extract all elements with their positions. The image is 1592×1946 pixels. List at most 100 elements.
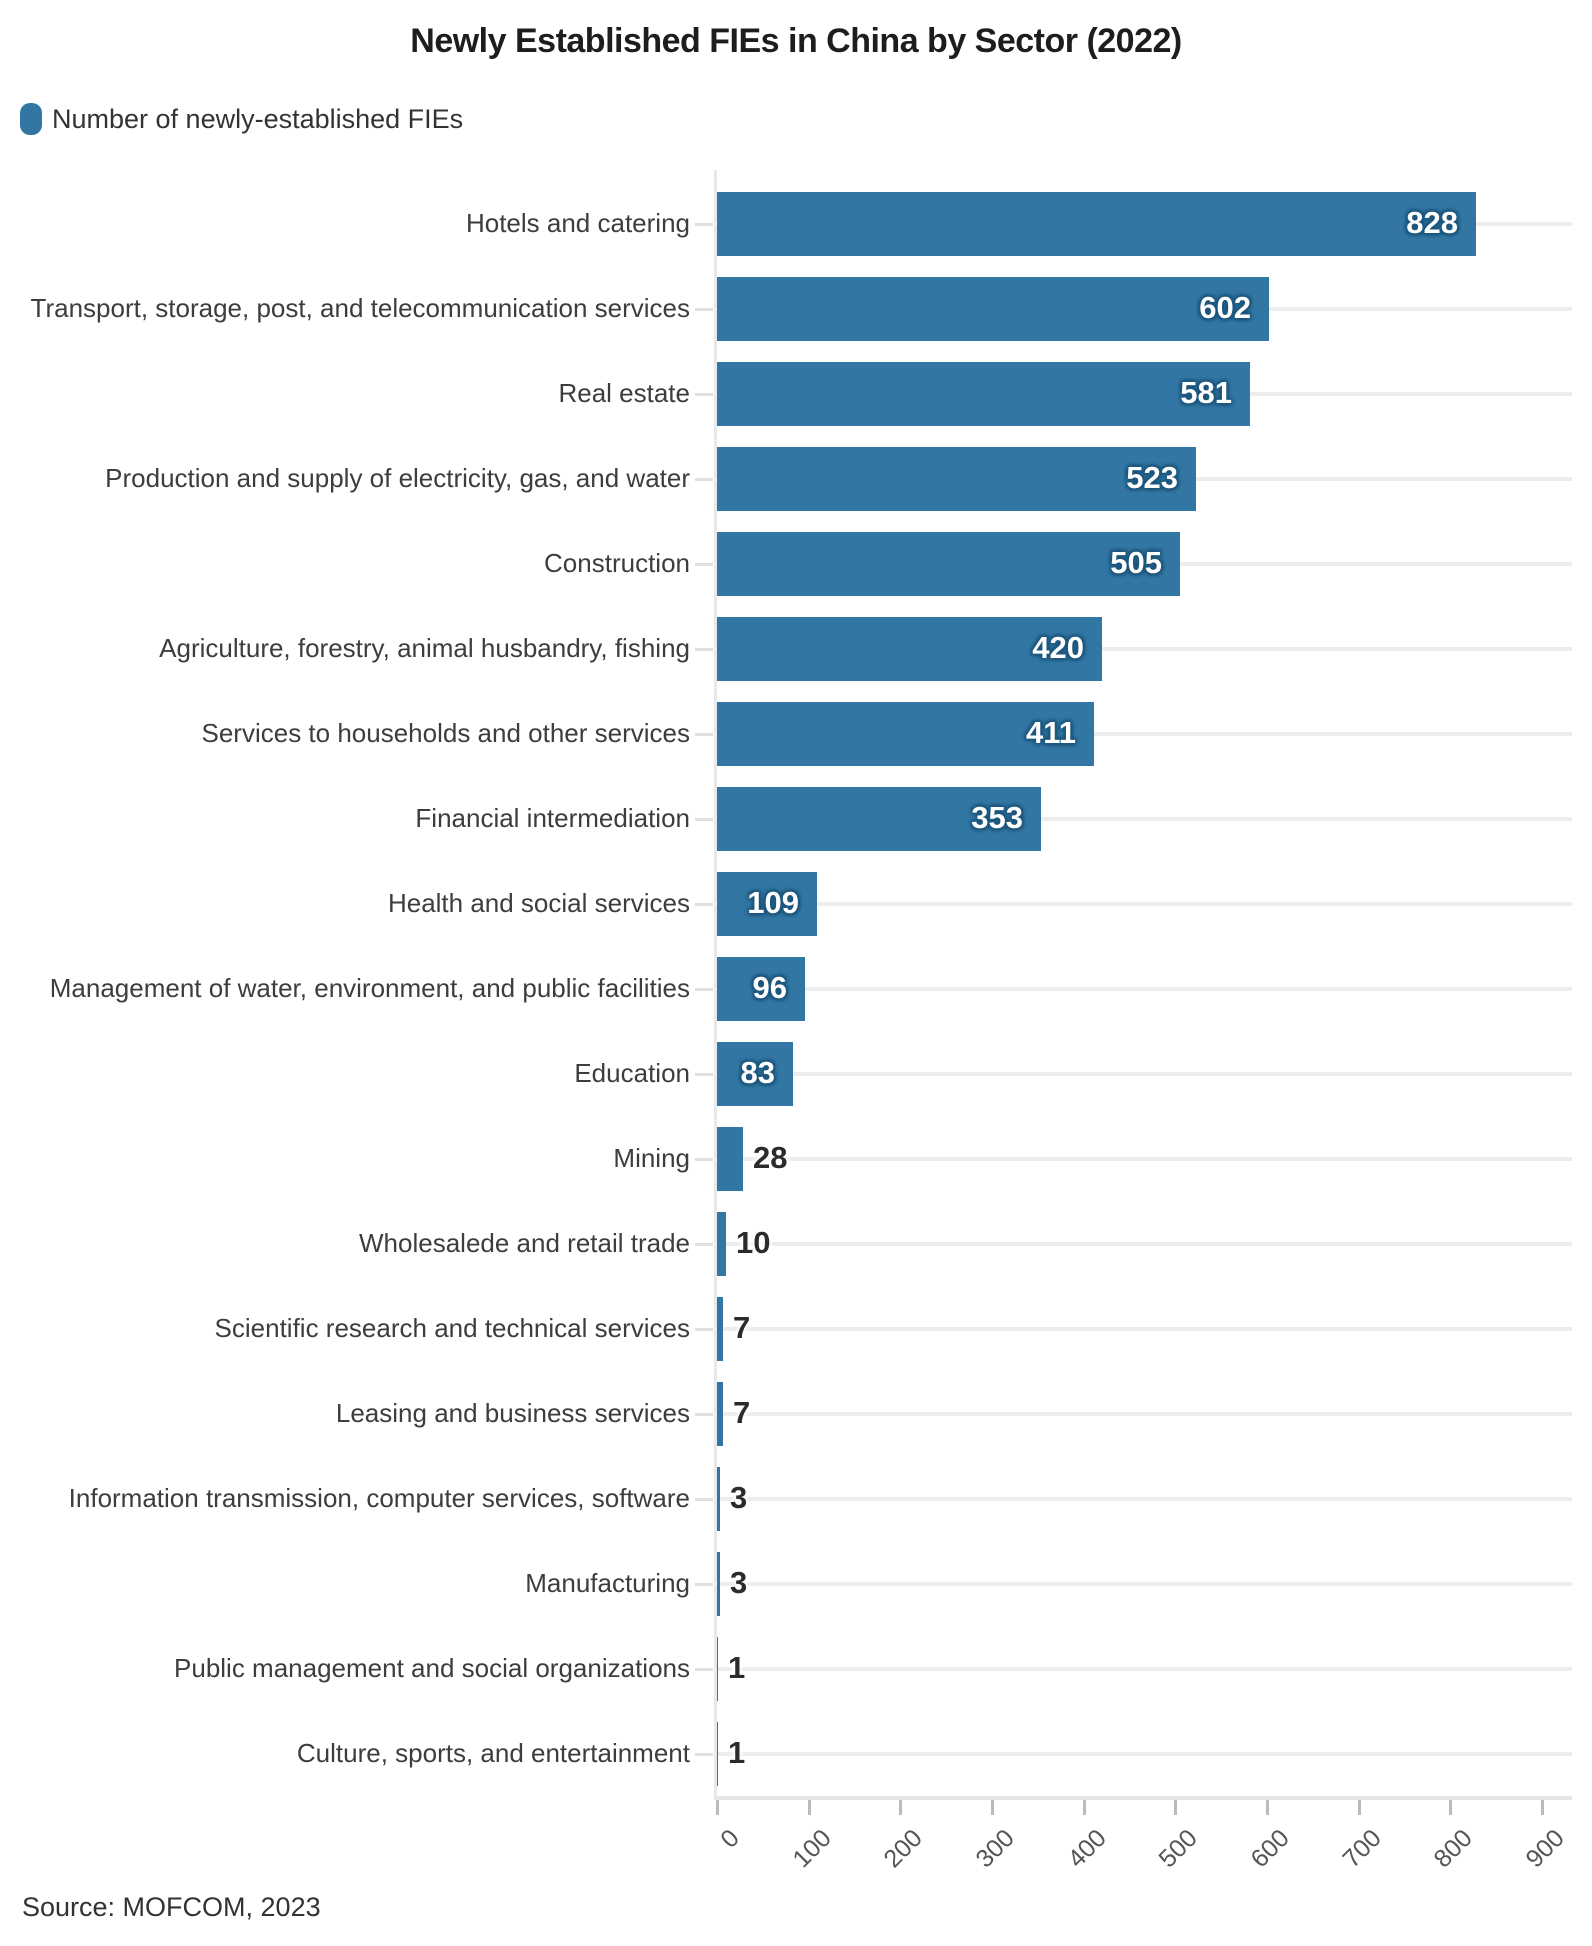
y-axis-line	[714, 170, 717, 1796]
y-axis-tick	[695, 477, 713, 481]
x-axis-tick-label: 800	[1428, 1824, 1479, 1874]
category-label: Manufacturing	[525, 1567, 690, 1598]
y-axis-tick	[695, 902, 713, 906]
bar[interactable]	[717, 1296, 723, 1361]
y-axis-tick	[695, 817, 713, 821]
source-note: Source: MOFCOM, 2023	[22, 1892, 321, 1922]
y-axis-tick	[695, 987, 713, 991]
category-label: Culture, sports, and entertainment	[296, 1737, 690, 1768]
legend-label: Number of newly-established FIEs	[52, 103, 464, 134]
category-label: Production and supply of electricity, ga…	[105, 462, 690, 493]
category-label: Wholesalede and retail trade	[359, 1227, 690, 1258]
bar[interactable]	[717, 956, 805, 1021]
gridline	[714, 1751, 1572, 1756]
gridline	[714, 731, 1572, 736]
bar[interactable]	[717, 786, 1041, 851]
gridline	[714, 1581, 1572, 1586]
bar[interactable]	[717, 1041, 793, 1106]
x-axis-tick-label: 300	[970, 1824, 1020, 1874]
x-axis-tick	[1449, 1800, 1453, 1815]
x-axis-tick	[716, 1800, 719, 1815]
gridline	[714, 1496, 1572, 1501]
value-label: 1	[728, 1649, 746, 1685]
bar[interactable]	[717, 531, 1180, 596]
bar[interactable]	[717, 871, 817, 936]
category-label: Health and social services	[387, 887, 690, 918]
bar[interactable]	[717, 1551, 720, 1616]
gridline	[714, 1326, 1572, 1331]
value-label: 3	[730, 1564, 748, 1600]
value-label: 420	[1032, 629, 1084, 665]
x-axis-tick-label: 900	[1520, 1824, 1570, 1874]
chart-title: Newly Established FIEs in China by Secto…	[410, 22, 1182, 60]
bar[interactable]	[717, 1381, 723, 1446]
value-label: 3	[730, 1479, 748, 1515]
gridline	[714, 816, 1572, 821]
bar[interactable]	[717, 1466, 720, 1531]
category-label: Leasing and business services	[335, 1397, 690, 1428]
x-axis-tick-label: 0	[715, 1824, 745, 1854]
x-axis-tick-label: 100	[787, 1824, 837, 1874]
x-axis-tick	[899, 1800, 903, 1815]
category-label: Real estate	[558, 377, 690, 408]
y-axis-tick	[695, 1157, 713, 1161]
gridline	[714, 646, 1572, 651]
bar[interactable]	[717, 701, 1094, 766]
value-label: 523	[1126, 459, 1178, 495]
y-axis-tick	[695, 1582, 713, 1586]
x-axis-tick-label: 700	[1337, 1824, 1387, 1874]
bar[interactable]	[717, 1721, 718, 1786]
x-axis-line	[714, 1796, 1572, 1800]
bar[interactable]	[717, 616, 1102, 681]
bar[interactable]	[717, 191, 1476, 256]
value-label: 109	[747, 884, 799, 920]
value-label: 10	[736, 1224, 771, 1260]
bar[interactable]	[717, 1211, 726, 1276]
bar[interactable]	[717, 276, 1269, 341]
gridline	[714, 1071, 1572, 1076]
y-axis-tick	[695, 307, 713, 311]
y-axis-tick	[695, 562, 713, 566]
value-label: 83	[740, 1054, 775, 1090]
x-axis-tick	[1541, 1800, 1544, 1815]
value-label: 602	[1199, 289, 1251, 325]
gridline	[714, 1156, 1572, 1161]
gridline	[714, 1241, 1572, 1246]
value-label: 353	[971, 799, 1023, 835]
category-label: Services to households and other service…	[201, 717, 691, 748]
value-label: 7	[733, 1309, 751, 1345]
value-label: 7	[733, 1394, 751, 1430]
bar[interactable]	[717, 1636, 718, 1701]
category-label: Hotels and catering	[465, 207, 690, 238]
x-axis-tick	[991, 1800, 994, 1815]
legend[interactable]: Number of newly-established FIEs	[20, 100, 463, 138]
value-label: 505	[1110, 544, 1162, 580]
category-label: Education	[574, 1057, 690, 1088]
category-label: Scientific research and technical servic…	[214, 1312, 690, 1343]
y-axis-tick	[695, 222, 713, 226]
x-axis-tick-label: 400	[1062, 1824, 1112, 1874]
category-label: Mining	[613, 1142, 690, 1173]
gridline	[714, 1411, 1572, 1416]
y-axis-tick	[695, 1497, 713, 1501]
x-axis-tick-label: 200	[878, 1824, 929, 1874]
y-axis-tick	[695, 647, 713, 651]
bar[interactable]	[717, 1126, 743, 1191]
gridline	[714, 901, 1572, 906]
x-axis-tick	[1357, 1800, 1361, 1815]
category-label: Construction	[544, 547, 690, 578]
category-label: Public management and social organizatio…	[174, 1652, 690, 1683]
y-axis-tick	[695, 1752, 713, 1756]
x-axis-tick	[1266, 1800, 1269, 1815]
gridline	[714, 986, 1572, 991]
legend-marker-icon	[20, 103, 42, 135]
y-axis-tick	[695, 1242, 713, 1246]
gridline	[714, 1666, 1572, 1671]
x-axis-tick	[1174, 1800, 1178, 1815]
x-axis-tick-label: 500	[1153, 1824, 1204, 1874]
category-label: Agriculture, forestry, animal husbandry,…	[159, 632, 690, 663]
bar[interactable]	[717, 446, 1196, 511]
bar[interactable]	[717, 361, 1250, 426]
category-label: Management of water, environment, and pu…	[49, 972, 690, 1003]
